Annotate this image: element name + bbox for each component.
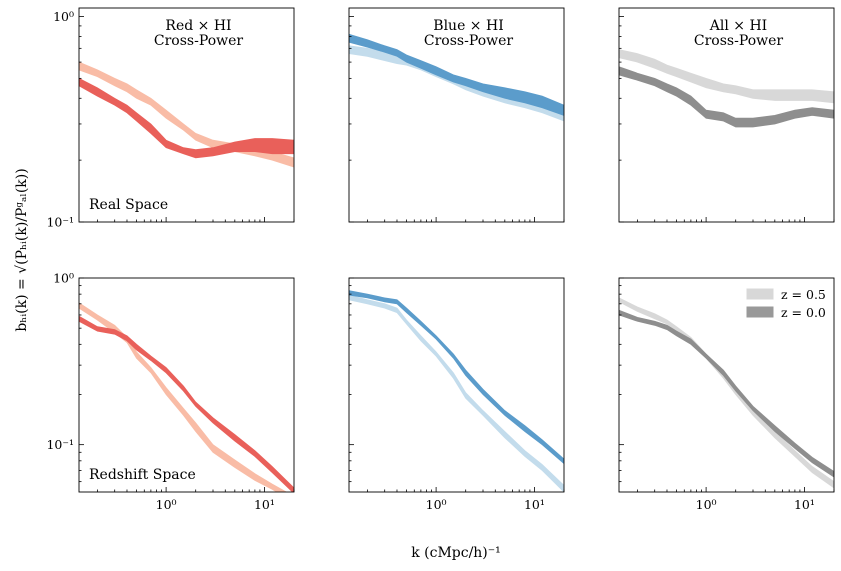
legend-swatch <box>746 306 774 318</box>
band-z-0-5 <box>619 49 834 104</box>
panel-title: All × HI <box>709 18 767 34</box>
x-tick-label: 10⁰ <box>696 497 717 512</box>
legend: z = 0.5 z = 0.0 <box>746 287 826 320</box>
y-tick-label: 10⁰ <box>53 9 74 24</box>
panel-4: 10⁰ 10⁻¹ 10⁰ 10¹ Redshift Space <box>46 271 295 512</box>
x-tick-label: 10¹ <box>524 497 545 512</box>
y-ticks <box>349 277 354 483</box>
x-ticks <box>366 217 565 222</box>
y-ticks <box>79 16 84 223</box>
y-tick-label: 10⁻¹ <box>46 215 74 230</box>
panel-annotation: Real Space <box>89 197 168 213</box>
band-z-0-5 <box>349 45 564 122</box>
legend-label: z = 0.0 <box>781 305 826 320</box>
plot-area <box>79 302 294 492</box>
band-z-0-0 <box>79 77 294 159</box>
axes-frame <box>348 7 565 223</box>
legend-swatch <box>746 288 774 300</box>
x-axis-label: k (cMpc/h)⁻¹ <box>411 545 501 561</box>
x-ticks <box>366 487 565 492</box>
band-z-0-5 <box>619 297 834 489</box>
y-ticks <box>79 277 84 483</box>
y-tick-label: 10⁻¹ <box>46 437 74 452</box>
x-tick-label: 10⁰ <box>426 497 447 512</box>
axes-frame <box>78 7 295 223</box>
x-tick-label: 10¹ <box>254 497 275 512</box>
x-ticks <box>636 217 835 222</box>
x-ticks <box>96 217 295 222</box>
plot-area <box>619 49 834 128</box>
band-z-0-0 <box>619 309 834 478</box>
x-tick-label: 10⁰ <box>156 497 177 512</box>
panel-title: Cross-Power <box>424 33 513 49</box>
plot-area <box>619 297 834 489</box>
panel-annotation: Redshift Space <box>89 467 196 483</box>
band-z-0-5 <box>79 61 294 168</box>
plot-area <box>79 61 294 168</box>
y-tick-label: 10⁰ <box>53 271 74 286</box>
plot-area <box>349 290 564 492</box>
y-ticks <box>619 16 624 223</box>
axes-frame <box>618 7 835 223</box>
axes-frame <box>348 277 565 493</box>
panel-title: Red × HI <box>165 18 231 34</box>
y-ticks <box>349 16 354 223</box>
x-ticks <box>96 487 295 492</box>
panel-title: Cross-Power <box>694 33 783 49</box>
band-z-0-0 <box>349 33 564 116</box>
band-z-0-0 <box>79 315 294 492</box>
axes-frame <box>618 277 835 493</box>
y-ticks <box>619 277 624 483</box>
panel-title: Cross-Power <box>154 33 243 49</box>
band-z-0-5 <box>79 302 288 492</box>
y-axis-label: bₕᵢ(k) = √(Pₕᵢ(k)/Pᵍₐₗ(k)) <box>14 168 30 331</box>
x-tick-label: 10¹ <box>794 497 815 512</box>
panel-title: Blue × HI <box>433 18 503 34</box>
band-z-0-5 <box>349 294 564 492</box>
band-z-0-0 <box>619 66 834 128</box>
band-z-0-0 <box>349 290 564 465</box>
panel-5: 10⁰ 10¹ <box>348 277 565 512</box>
legend-label: z = 0.5 <box>781 287 826 302</box>
plot-area <box>349 33 564 122</box>
panel-6: 10⁰ 10¹ z = 0.5 z = 0.0 <box>618 277 835 512</box>
axes-frame <box>78 277 295 493</box>
x-ticks <box>636 487 835 492</box>
